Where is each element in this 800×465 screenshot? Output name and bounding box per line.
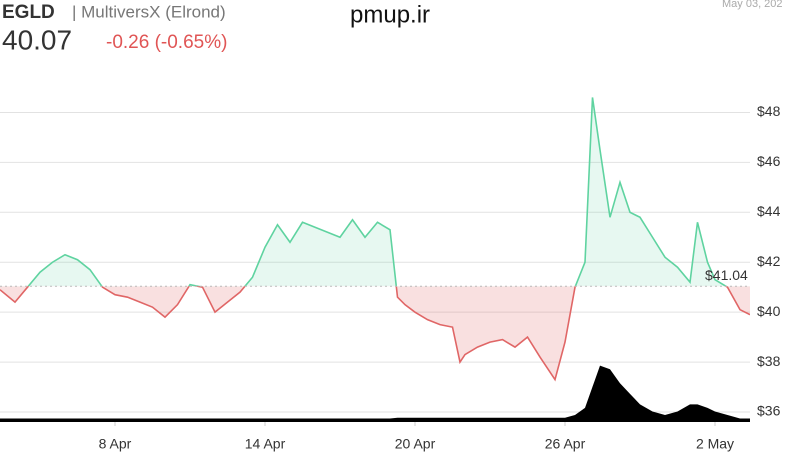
date: May 03, 202 (722, 0, 783, 10)
line-up (27, 97, 728, 287)
y-tick-label: $46 (757, 153, 781, 169)
symbol: EGLD (2, 2, 55, 23)
y-tick-label: $36 (757, 403, 781, 419)
y-tick-label: $48 (757, 103, 781, 119)
x-tick-label: 2 May (696, 436, 734, 452)
y-tick-label: $38 (757, 353, 781, 369)
asset-name: | MultiversX (Elrond) (72, 2, 226, 21)
x-tick-label: 14 Apr (245, 436, 286, 452)
price-change: -0.26 (-0.65%) (106, 32, 227, 53)
baseline-label: $41.04 (705, 267, 748, 283)
volume-area (0, 365, 750, 422)
y-tick-label: $40 (757, 303, 781, 319)
line-down (0, 286, 750, 382)
area-up (28, 97, 726, 287)
x-tick-label: 8 Apr (99, 436, 132, 452)
y-tick-label: $42 (757, 253, 781, 269)
x-tick-label: 26 Apr (545, 436, 586, 452)
watermark: pmup.ir (350, 1, 430, 28)
y-tick-label: $44 (757, 203, 781, 219)
area-down (0, 286, 750, 380)
price: 40.07 (2, 24, 72, 55)
x-tick-label: 20 Apr (395, 436, 436, 452)
